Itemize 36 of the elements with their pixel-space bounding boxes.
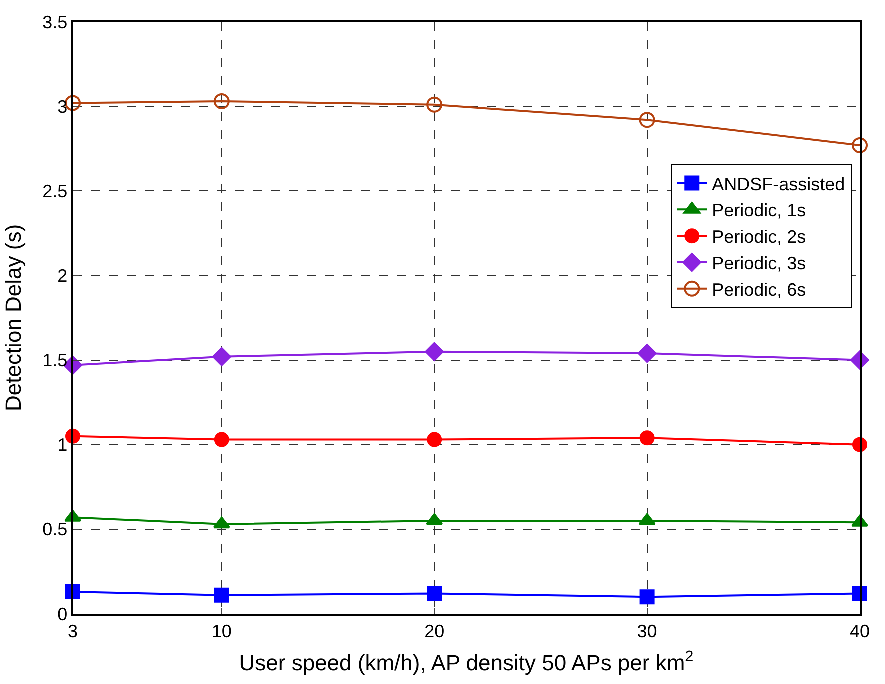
legend-label: Periodic, 1s xyxy=(712,200,806,221)
point xyxy=(65,95,81,112)
point xyxy=(638,513,656,526)
legend-label: Periodic, 3s xyxy=(712,254,806,274)
point xyxy=(638,344,657,363)
legend-label: ANDSF-assisted xyxy=(712,174,846,194)
y-tick-label: 3 xyxy=(58,96,68,117)
legend-label: Periodic, 6s xyxy=(712,280,806,300)
x-tick-label: 10 xyxy=(212,621,232,642)
y-tick-label: 0.5 xyxy=(42,520,68,540)
y-tick-label: 3.5 xyxy=(42,12,68,32)
y-tick-label: 2 xyxy=(58,266,68,286)
point xyxy=(425,342,444,362)
point xyxy=(640,430,655,446)
point xyxy=(212,347,232,366)
legend-label: Periodic, 2s xyxy=(712,227,806,248)
point xyxy=(427,432,442,448)
point xyxy=(213,516,230,529)
y-tick-label: 1.5 xyxy=(42,350,68,371)
point xyxy=(640,590,655,605)
y-tick-label: 2.5 xyxy=(42,181,68,202)
x-axis-title: User speed (km/h), AP density 50 APs per km$^{2}$ xyxy=(239,648,694,676)
x-tick-label: 40 xyxy=(850,621,870,642)
y-axis-title: Detection Delay (s) xyxy=(0,224,26,412)
point xyxy=(427,586,442,602)
point xyxy=(426,96,443,113)
point xyxy=(639,112,656,128)
y-tick-label: 1 xyxy=(58,435,68,456)
point xyxy=(214,94,230,110)
x-tick-label: 30 xyxy=(637,621,658,642)
point xyxy=(426,513,444,526)
y-tick-label: 0 xyxy=(58,604,68,624)
point xyxy=(214,432,230,448)
x-tick-label: 20 xyxy=(424,621,445,642)
point xyxy=(214,588,230,603)
point xyxy=(852,137,868,154)
